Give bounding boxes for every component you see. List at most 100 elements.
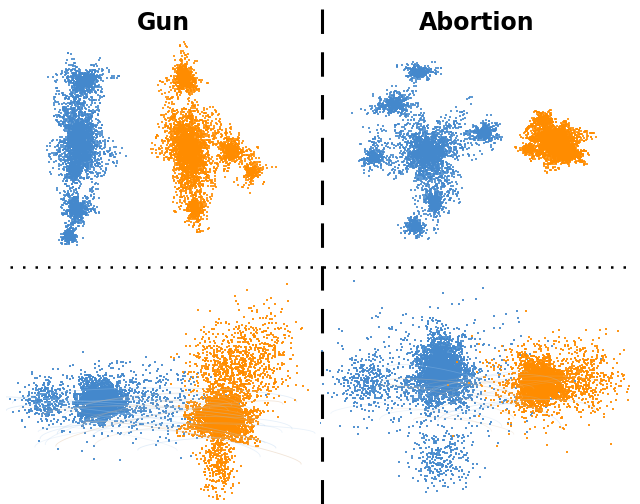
Point xyxy=(436,354,446,362)
Point xyxy=(463,335,474,343)
Point xyxy=(531,386,541,394)
Point xyxy=(218,411,228,419)
Point xyxy=(233,416,243,424)
Point xyxy=(228,142,239,150)
Point xyxy=(89,396,99,404)
Point xyxy=(534,133,545,141)
Point xyxy=(522,392,532,400)
Point xyxy=(72,205,82,213)
Point xyxy=(403,86,413,94)
Point xyxy=(84,132,95,140)
Point xyxy=(564,149,574,157)
Point xyxy=(410,222,420,230)
Point xyxy=(81,129,92,137)
Point xyxy=(520,351,530,359)
Point xyxy=(211,414,221,422)
Point xyxy=(408,373,419,382)
Point xyxy=(186,423,196,431)
Point xyxy=(86,399,97,407)
Point xyxy=(184,138,194,146)
Point xyxy=(220,413,230,421)
Point xyxy=(417,142,428,150)
Point xyxy=(63,233,73,241)
Point xyxy=(217,414,227,422)
Point xyxy=(388,98,398,106)
Point xyxy=(429,415,440,423)
Point xyxy=(511,394,522,402)
Point xyxy=(218,400,228,408)
Point xyxy=(100,395,111,403)
Point xyxy=(260,365,270,373)
Point xyxy=(90,72,100,80)
Point xyxy=(520,385,530,393)
Point xyxy=(439,359,449,367)
Point xyxy=(69,208,79,216)
Point xyxy=(426,149,436,157)
Point xyxy=(570,388,580,396)
Point xyxy=(184,145,194,153)
Point xyxy=(422,144,432,152)
Point xyxy=(522,383,532,391)
Point xyxy=(430,343,440,351)
Point xyxy=(198,196,209,204)
Point xyxy=(433,366,443,374)
Point xyxy=(53,142,63,150)
Point xyxy=(95,398,106,406)
Point xyxy=(100,395,111,403)
Point xyxy=(186,78,196,86)
Point xyxy=(71,127,81,135)
Point xyxy=(92,382,102,390)
Point xyxy=(436,367,447,375)
Point xyxy=(196,208,206,216)
Point xyxy=(81,387,92,395)
Point xyxy=(551,147,561,155)
Point xyxy=(425,150,435,158)
Point xyxy=(451,103,461,111)
Point xyxy=(515,131,525,139)
Point xyxy=(436,367,447,375)
Point xyxy=(216,419,227,427)
Point xyxy=(584,390,594,398)
Point xyxy=(438,362,449,370)
Point xyxy=(423,138,433,146)
Point xyxy=(404,103,414,111)
Point xyxy=(537,377,547,385)
Point xyxy=(82,397,92,405)
Point xyxy=(545,140,556,148)
Point xyxy=(209,403,219,411)
Point xyxy=(429,148,440,156)
Point xyxy=(544,144,554,152)
Point xyxy=(221,424,232,432)
Point xyxy=(184,148,195,156)
Point xyxy=(212,413,223,421)
Point xyxy=(95,388,106,396)
Point xyxy=(374,155,384,163)
Point xyxy=(231,146,241,154)
Point xyxy=(71,162,81,170)
Point xyxy=(79,78,90,86)
Point xyxy=(91,391,101,399)
Point xyxy=(543,164,553,172)
Point xyxy=(529,371,539,379)
Point xyxy=(403,155,413,163)
Point xyxy=(93,397,103,405)
Point xyxy=(76,205,86,213)
Point xyxy=(69,166,79,174)
Point xyxy=(96,399,106,407)
Point xyxy=(95,396,106,404)
Point xyxy=(94,397,104,405)
Point xyxy=(76,151,86,159)
Point xyxy=(179,75,189,83)
Point xyxy=(70,395,80,403)
Point xyxy=(529,146,540,154)
Point xyxy=(545,368,556,376)
Point xyxy=(531,376,541,384)
Point xyxy=(533,379,543,387)
Point xyxy=(429,389,439,397)
Point xyxy=(216,412,227,420)
Point xyxy=(193,123,204,131)
Point xyxy=(534,375,544,384)
Point xyxy=(415,116,426,124)
Point xyxy=(533,380,543,388)
Point xyxy=(179,150,189,158)
